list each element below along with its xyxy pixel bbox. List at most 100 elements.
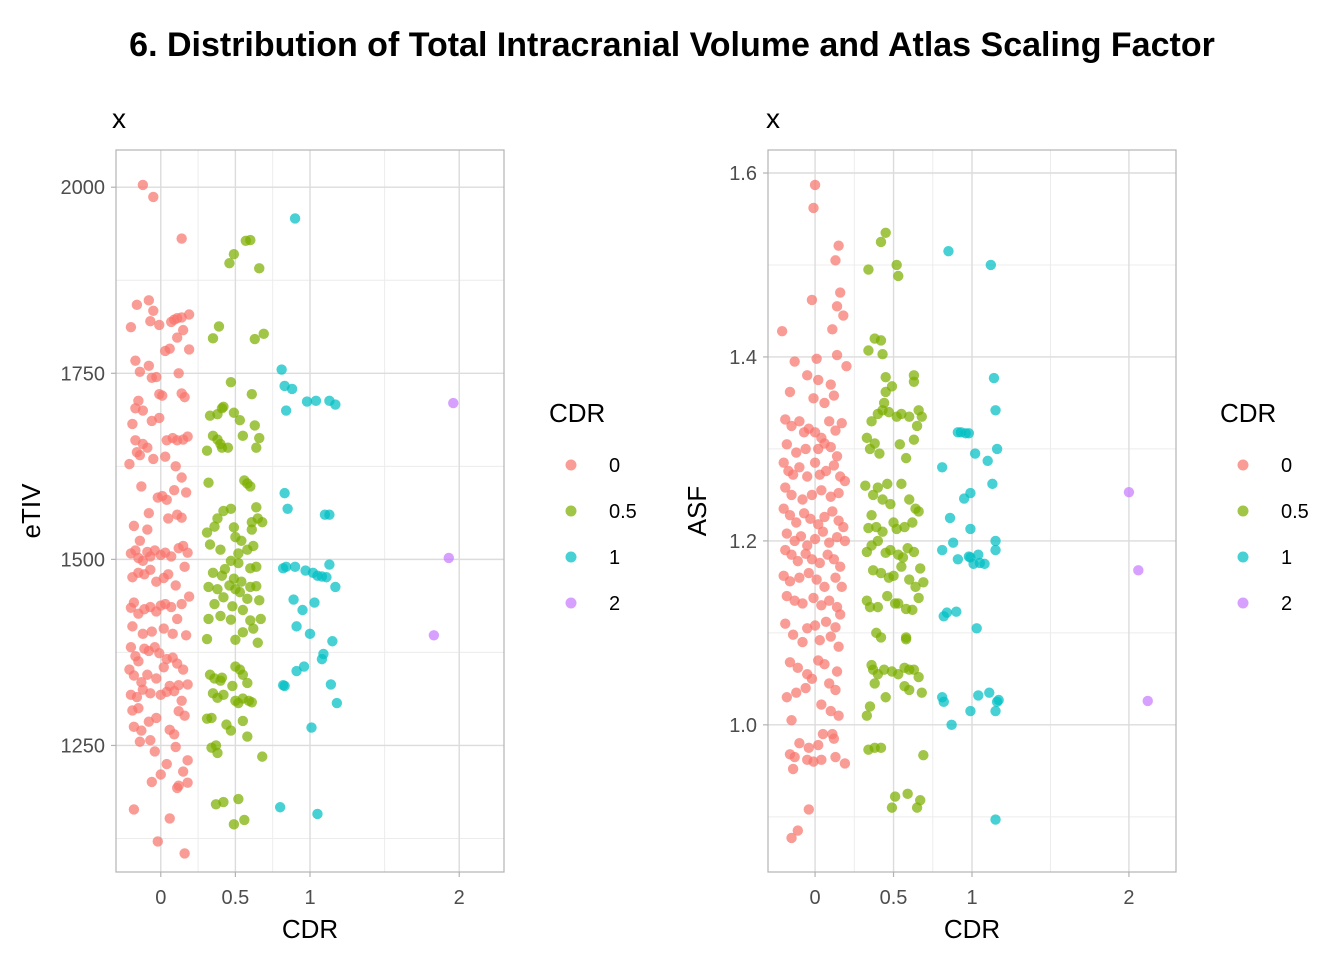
etiv-point-cdr-0 (154, 319, 165, 331)
asf-point-cdr-0 (834, 609, 846, 620)
etiv-point-cdr-1 (304, 628, 316, 640)
etiv-x-tick-label: 0.5 (221, 887, 249, 909)
asf-point-cdr-0_5 (872, 601, 884, 613)
asf-point-cdr-0 (824, 595, 835, 606)
etiv-point-cdr-0 (157, 390, 168, 401)
etiv-point-cdr-0_5 (228, 819, 240, 830)
asf-point-cdr-0_5 (864, 601, 876, 613)
etiv-point-cdr-0 (171, 613, 183, 625)
asf-point-cdr-0 (833, 240, 844, 251)
asf-point-cdr-0 (816, 485, 827, 496)
asf-point-cdr-0_5 (872, 535, 884, 547)
asf-point-cdr-0 (811, 353, 822, 364)
etiv-point-cdr-0_5 (230, 634, 241, 645)
etiv-point-cdr-0 (161, 758, 172, 770)
etiv-point-cdr-0_5 (246, 524, 257, 535)
etiv-point-cdr-0 (182, 777, 193, 788)
etiv-legend-label-cdr-2: 2 (609, 593, 620, 615)
etiv-point-cdr-0_5 (254, 263, 265, 274)
etiv-point-cdr-0 (155, 769, 166, 780)
asf-point-cdr-0 (827, 324, 838, 335)
etiv-point-cdr-0 (130, 355, 141, 366)
asf-point-cdr-0_5 (913, 506, 924, 517)
etiv-point-cdr-0 (179, 848, 190, 859)
asf-point-cdr-0 (794, 416, 805, 427)
asf-point-cdr-0_5 (911, 802, 923, 813)
asf-point-cdr-0_5 (883, 406, 895, 418)
etiv-point-cdr-0 (131, 299, 143, 311)
etiv-point-cdr-0_5 (251, 580, 262, 592)
etiv-point-cdr-0 (177, 664, 189, 675)
asf-point-cdr-0 (814, 557, 825, 569)
etiv-point-cdr-0 (177, 324, 189, 336)
asf-point-cdr-1 (947, 537, 959, 548)
etiv-point-cdr-0_5 (201, 633, 213, 645)
asf-point-cdr-0 (780, 482, 791, 493)
asf-point-cdr-0 (780, 618, 791, 629)
etiv-point-cdr-0 (151, 712, 162, 724)
etiv-point-cdr-0_5 (251, 561, 262, 573)
etiv-point-cdr-0 (167, 628, 178, 640)
etiv-point-cdr-0 (169, 484, 180, 496)
asf-point-cdr-0 (828, 390, 840, 401)
asf-point-cdr-1 (936, 544, 948, 556)
etiv-point-cdr-0 (137, 628, 149, 640)
asf-point-cdr-0_5 (861, 710, 873, 721)
asf-point-cdr-0 (830, 751, 841, 763)
asf-point-cdr-0 (780, 414, 791, 425)
asf-point-cdr-0 (831, 666, 843, 677)
etiv-point-cdr-0 (182, 755, 193, 766)
asf-point-cdr-1 (991, 443, 1003, 455)
etiv-point-cdr-0 (133, 656, 144, 667)
etiv-x-tick-label: 1 (304, 887, 315, 909)
etiv-y-tick-label: 1250 (61, 735, 106, 757)
asf-point-cdr-0_5 (880, 386, 891, 398)
etiv-point-cdr-0_5 (251, 502, 262, 513)
asf-point-cdr-0 (813, 739, 824, 751)
asf-point-cdr-0 (830, 684, 841, 696)
etiv-point-cdr-0_5 (209, 521, 220, 532)
asf-point-cdr-0 (824, 416, 835, 427)
asf-point-cdr-1 (958, 493, 970, 504)
asf-point-cdr-0_5 (863, 345, 874, 356)
asf-point-cdr-1 (984, 687, 995, 698)
asf-point-cdr-0_5 (880, 692, 891, 703)
etiv-point-cdr-0 (137, 405, 149, 416)
asf-point-cdr-0 (834, 561, 846, 572)
asf-point-cdr-0 (824, 678, 835, 689)
asf-point-cdr-0_5 (910, 581, 921, 593)
etiv-point-cdr-0_5 (201, 527, 213, 538)
asf-point-cdr-0 (786, 832, 797, 844)
asf-point-cdr-0_5 (864, 443, 876, 455)
asf-point-cdr-0 (813, 519, 824, 530)
etiv-point-cdr-0 (134, 535, 146, 546)
asf-point-cdr-0 (809, 457, 821, 468)
etiv-point-cdr-0_5 (242, 731, 253, 742)
etiv-point-cdr-0 (163, 513, 174, 524)
etiv-point-cdr-0_5 (236, 535, 247, 546)
asf-x-tick-label: 1 (966, 887, 977, 909)
etiv-point-cdr-0_5 (237, 430, 249, 442)
asf-point-cdr-0 (778, 457, 789, 468)
asf-point-cdr-1 (985, 259, 997, 271)
etiv-point-cdr-1 (310, 395, 322, 407)
asf-point-cdr-0_5 (894, 439, 906, 450)
etiv-x-ticks: 0 0.5 1 2 (155, 872, 465, 909)
etiv-point-cdr-0 (151, 371, 162, 383)
asf-panel: x 0 0.5 1 2 1.0 1.2 1.4 1.6 CDR ASF CDR 0 0.5 1 2 (682, 103, 1309, 944)
asf-point-cdr-0 (787, 469, 799, 480)
etiv-point-cdr-0 (166, 601, 177, 613)
asf-point-cdr-0_5 (908, 434, 920, 445)
asf-point-cdr-0 (825, 631, 836, 642)
asf-point-cdr-0_5 (860, 480, 871, 491)
etiv-legend-title: CDR (549, 398, 605, 428)
asf-point-cdr-0 (800, 443, 811, 455)
asf-point-cdr-0_5 (907, 517, 918, 528)
etiv-point-cdr-0_5 (237, 669, 249, 680)
etiv-point-cdr-0 (128, 520, 140, 532)
asf-point-cdr-0_5 (882, 478, 893, 490)
asf-point-cdr-0_5 (904, 411, 915, 422)
etiv-point-cdr-0 (145, 564, 156, 576)
asf-point-cdr-0 (816, 754, 827, 765)
